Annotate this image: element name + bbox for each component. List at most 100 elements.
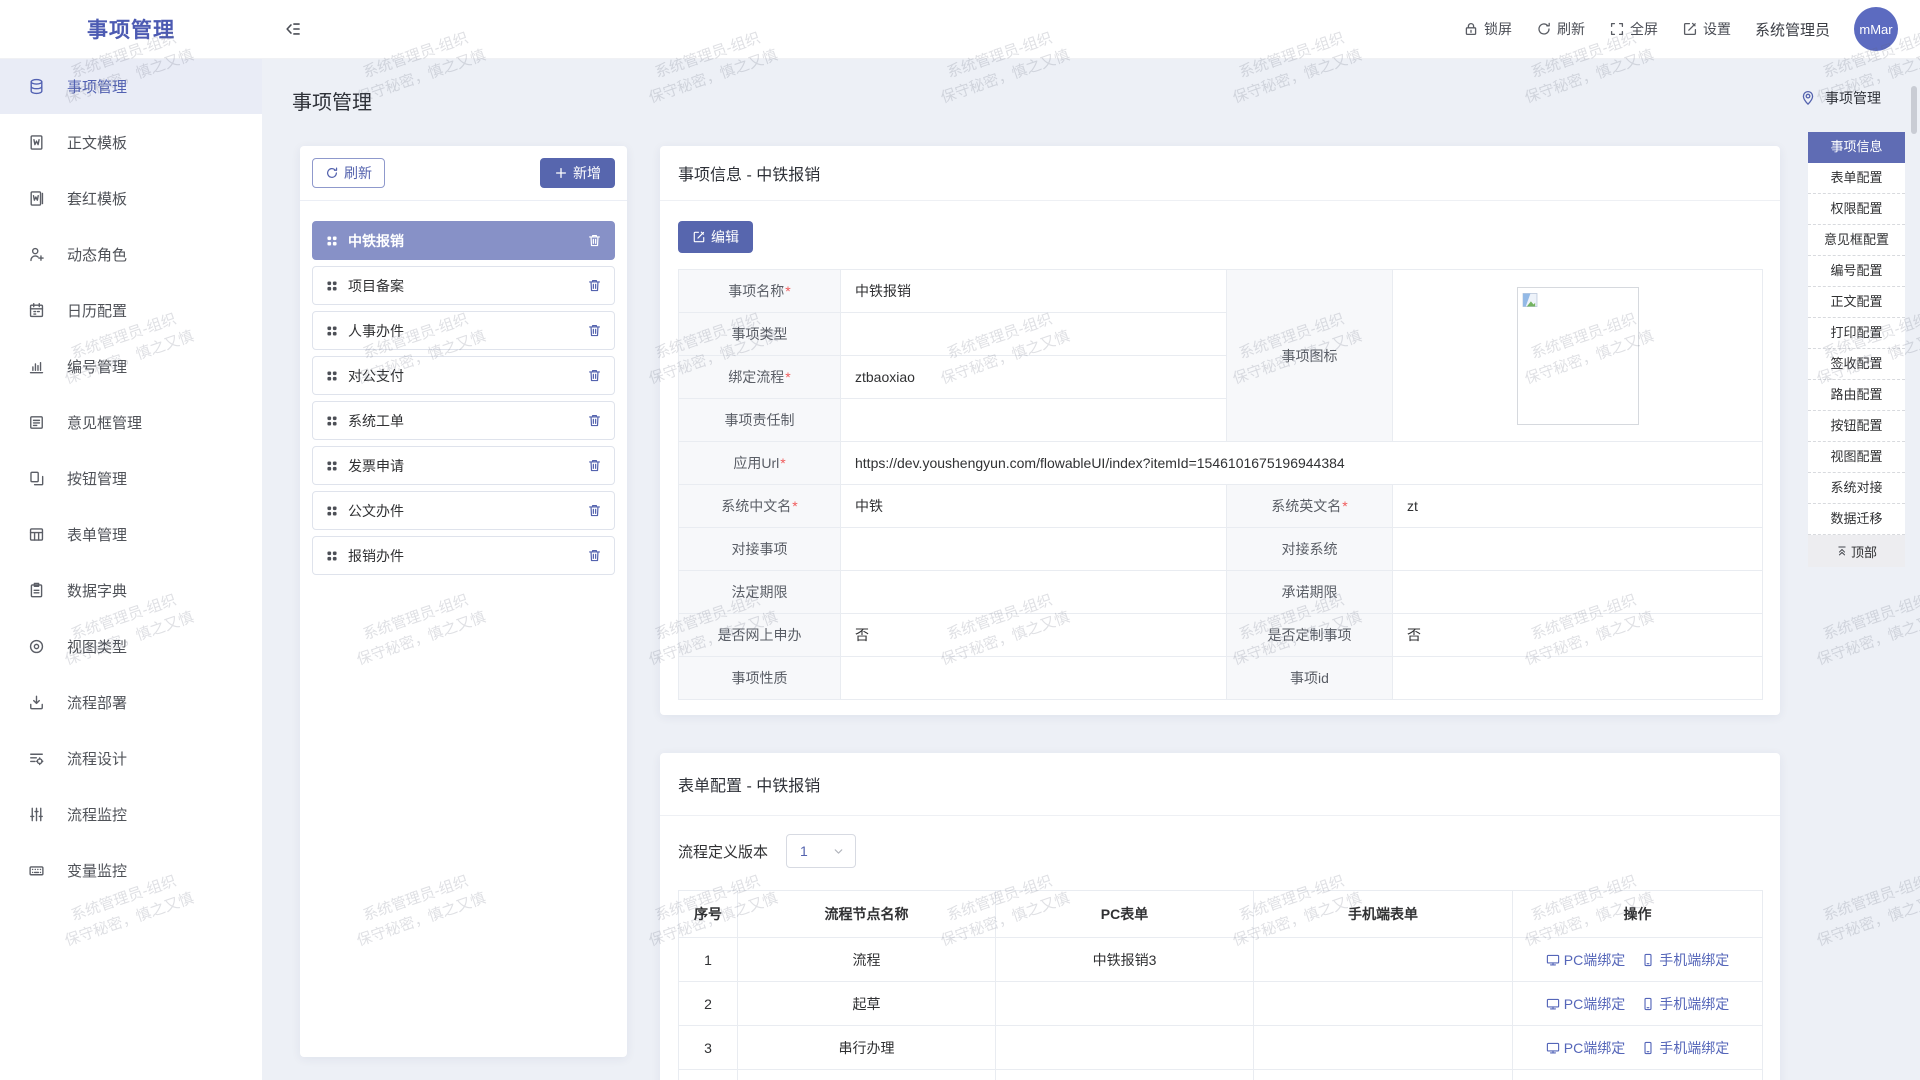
item-info-section: 事项信息 - 中铁报销 编辑 事项名称* 中铁报销 事项图标 [660,146,1780,715]
location-pin-icon [1800,90,1816,106]
anchor-item[interactable]: 签收配置 [1808,349,1905,380]
sidebar-item[interactable]: 意见框管理 [0,394,262,450]
field-label: 事项责任制 [678,398,841,442]
trash-icon[interactable] [587,458,602,473]
anchor-item[interactable]: 表单配置 [1808,163,1905,194]
item-label: 系统工单 [348,412,404,429]
app-grid-icon [325,414,339,428]
vertical-scrollbar[interactable] [1911,86,1917,134]
anchor-item[interactable]: 路由配置 [1808,380,1905,411]
field-label: 是否网上申办 [678,613,841,657]
anchor-item[interactable]: 权限配置 [1808,194,1905,225]
sidebar-item[interactable]: 流程部署 [0,674,262,730]
table-icon [28,526,45,543]
edit-button[interactable]: 编辑 [678,221,753,253]
mobile-bind-link[interactable]: 手机端绑定 [1641,1038,1729,1058]
refresh-label: 刷新 [1556,21,1585,37]
pc-bind-link[interactable]: PC端绑定 [1546,994,1625,1014]
lock-screen-button[interactable]: 锁屏 [1463,19,1512,39]
panel-refresh-button[interactable]: 刷新 [312,158,385,188]
watermark-line-1: 系统管理员-组织 [1820,591,1920,644]
sidebar-item-label: 日历配置 [67,302,128,320]
item-list-row[interactable]: 发票申请 [312,446,615,485]
add-item-button[interactable]: 新增 [540,158,615,188]
field-value: 否 [840,613,1227,657]
sidebar-item-label: 意见框管理 [67,414,143,432]
pc-bind-link[interactable]: PC端绑定 [1546,1038,1625,1058]
sidebar-item[interactable]: 动态角色 [0,226,262,282]
sidebar-item[interactable]: 变量监控 [0,842,262,898]
sidebar-item-label: 数据字典 [67,582,128,600]
anchor-item[interactable]: 视图配置 [1808,442,1905,473]
sidebar-item-label: 按钮管理 [67,470,128,488]
form-table-row: 2 起草 PC端绑定 手机端绑定 [678,981,1763,1026]
sidebar-item[interactable]: 数据字典 [0,562,262,618]
fullscreen-button[interactable]: 全屏 [1609,19,1658,39]
item-list-row[interactable]: 系统工单 [312,401,615,440]
anchor-item[interactable]: 打印配置 [1808,318,1905,349]
item-list-row[interactable]: 报销办件 [312,536,615,575]
phone-icon [1641,1041,1655,1055]
sidebar-item[interactable]: 编号管理 [0,338,262,394]
sidebar-item[interactable]: 套红模板 [0,170,262,226]
anchor-item[interactable]: 按钮配置 [1808,411,1905,442]
pc-form: 中铁报销3 [995,937,1254,982]
process-version-select[interactable]: 1 [786,834,857,868]
field-label: 系统英文名* [1226,484,1393,528]
anchor-item[interactable]: 编号配置 [1808,256,1905,287]
sidebar-item[interactable]: 表单管理 [0,506,262,562]
mobile-bind-link[interactable]: 手机端绑定 [1641,994,1729,1014]
mobile-form [1253,937,1513,982]
anchor-item[interactable]: 意见框配置 [1808,225,1905,256]
divider [300,200,627,201]
sliders-icon [28,806,45,823]
item-list: 中铁报销项目备案人事办件对公支付系统工单发票申请公文办件报销办件 [300,201,627,575]
item-label: 项目备案 [348,277,404,294]
anchor-item[interactable]: 事项信息 [1808,132,1905,163]
trash-icon[interactable] [587,278,602,293]
plus-icon [554,166,568,180]
pc-bind-label: PC端绑定 [1563,995,1626,1012]
row-index: 3 [678,1025,738,1070]
trash-icon[interactable] [587,503,602,518]
trash-icon[interactable] [587,233,602,248]
back-to-top[interactable]: 顶部 [1808,535,1905,567]
field-value [1392,527,1763,571]
trash-icon[interactable] [587,548,602,563]
username[interactable]: 系统管理员 [1754,21,1830,39]
sidebar-item[interactable]: 视图类型 [0,618,262,674]
anchor-item[interactable]: 正文配置 [1808,287,1905,318]
sidebar-item[interactable]: 正文模板 [0,114,262,170]
trash-icon[interactable] [587,323,602,338]
item-info-body: 编辑 事项名称* 中铁报销 事项图标 [660,201,1780,700]
avatar[interactable]: mMar [1854,7,1898,51]
item-list-row[interactable]: 中铁报销 [312,221,615,260]
mobile-bind-link[interactable]: 手机端绑定 [1641,950,1729,970]
trash-icon[interactable] [587,368,602,383]
item-list-row[interactable]: 公文办件 [312,491,615,530]
field-label: 应用Url* [678,441,841,485]
item-label: 报销办件 [348,547,404,564]
anchor-item[interactable]: 数据迁移 [1808,504,1905,535]
anchor-nav-header: 事项管理 [1800,88,1912,108]
anchor-item[interactable]: 系统对接 [1808,473,1905,504]
sidebar-item[interactable]: 流程设计 [0,730,262,786]
row-index: 2 [678,981,738,1026]
sidebar-item[interactable]: 流程监控 [0,786,262,842]
fullscreen-label: 全屏 [1629,21,1658,37]
pc-bind-link[interactable]: PC端绑定 [1546,950,1625,970]
refresh-button[interactable]: 刷新 [1536,19,1585,39]
item-label: 人事办件 [348,322,404,339]
sidebar-item[interactable]: 事项管理 [0,58,262,114]
item-list-row[interactable]: 人事办件 [312,311,615,350]
field-label: 事项名称* [678,269,841,313]
collapse-sidebar-icon[interactable] [283,20,303,38]
item-list-row[interactable]: 对公支付 [312,356,615,395]
sidebar-item[interactable]: 日历配置 [0,282,262,338]
settings-button[interactable]: 设置 [1682,19,1731,39]
trash-icon[interactable] [587,413,602,428]
sidebar-item[interactable]: 按钮管理 [0,450,262,506]
item-list-row[interactable]: 项目备案 [312,266,615,305]
field-value [840,570,1227,614]
